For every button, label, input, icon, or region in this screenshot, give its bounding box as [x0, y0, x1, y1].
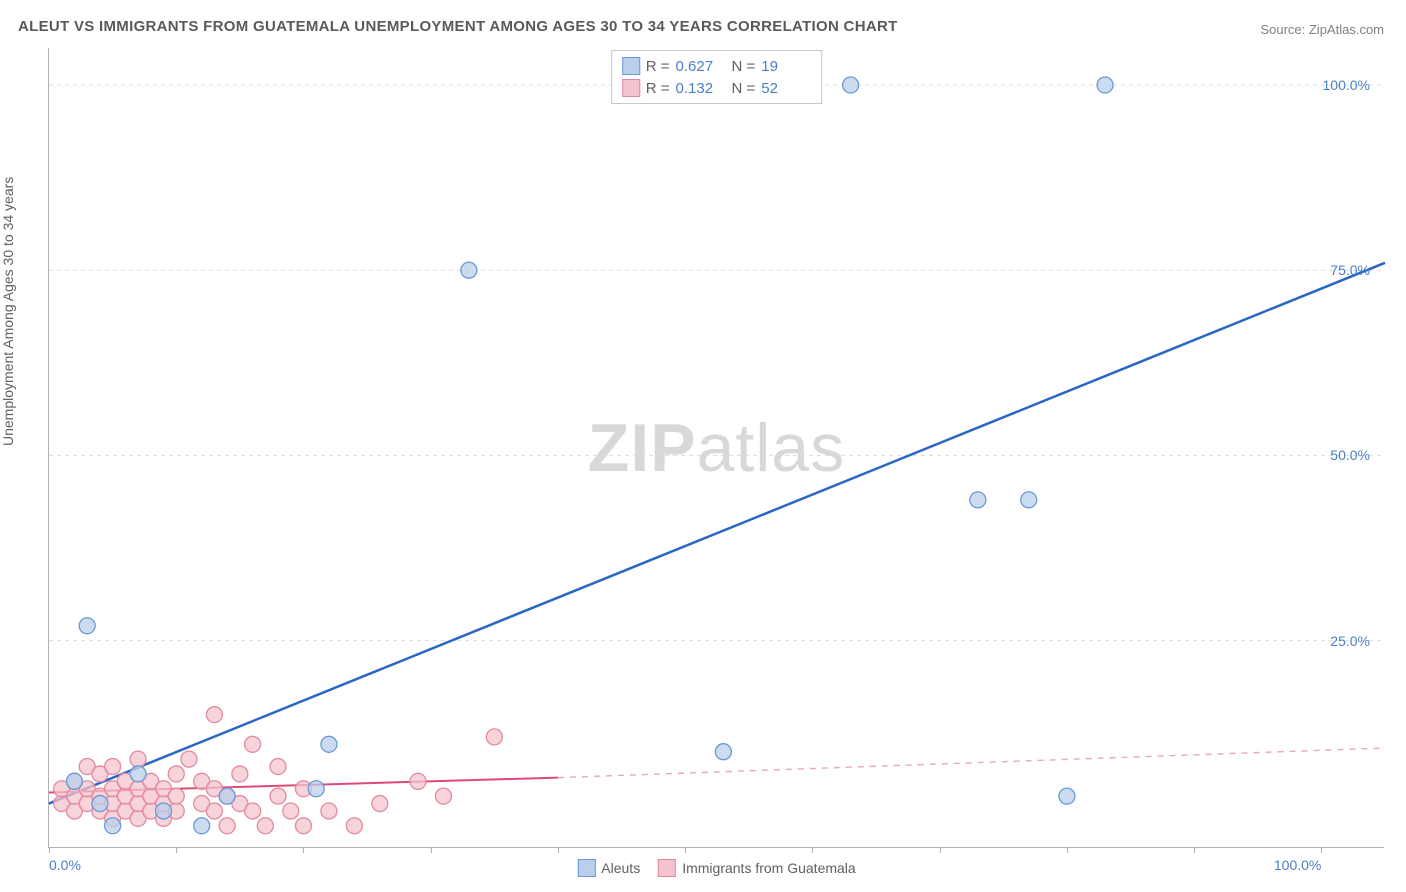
- stat-legend: R = 0.627 N = 19 R = 0.132 N = 52: [611, 50, 823, 104]
- chart-container: ALEUT VS IMMIGRANTS FROM GUATEMALA UNEMP…: [0, 0, 1406, 892]
- r-label: R =: [646, 58, 670, 75]
- stat-row-series1: R = 0.132 N = 52: [622, 77, 812, 99]
- n-label: N =: [732, 58, 756, 75]
- plot-svg: [49, 48, 1384, 847]
- y-axis-label: Unemployment Among Ages 30 to 34 years: [0, 177, 16, 446]
- plot-area: ZIPatlas R = 0.627 N = 19 R = 0.132 N = …: [48, 48, 1384, 848]
- r-value-series0: 0.627: [676, 58, 726, 75]
- legend-swatch-bottom-series1: [658, 859, 676, 877]
- r-value-series1: 0.132: [676, 80, 726, 97]
- legend-swatch-bottom-series0: [577, 859, 595, 877]
- legend-swatch-series0: [622, 57, 640, 75]
- x-tick-label: 0.0%: [49, 857, 81, 873]
- y-tick-label: 50.0%: [1330, 447, 1370, 463]
- legend-label-series1: Immigrants from Guatemala: [682, 860, 856, 876]
- x-tick-label: 100.0%: [1274, 857, 1321, 873]
- y-tick-label: 100.0%: [1323, 77, 1370, 93]
- chart-title: ALEUT VS IMMIGRANTS FROM GUATEMALA UNEMP…: [18, 18, 898, 35]
- legend-label-series0: Aleuts: [601, 860, 640, 876]
- n-value-series1: 52: [761, 80, 811, 97]
- legend-item-series0: Aleuts: [577, 859, 640, 877]
- n-label: N =: [732, 80, 756, 97]
- source-attribution: Source: ZipAtlas.com: [1260, 22, 1384, 37]
- n-value-series0: 19: [761, 58, 811, 75]
- stat-row-series0: R = 0.627 N = 19: [622, 55, 812, 77]
- legend-swatch-series1: [622, 79, 640, 97]
- y-tick-label: 75.0%: [1330, 262, 1370, 278]
- bottom-legend: Aleuts Immigrants from Guatemala: [577, 859, 855, 877]
- r-label: R =: [646, 80, 670, 97]
- y-tick-label: 25.0%: [1330, 633, 1370, 649]
- legend-item-series1: Immigrants from Guatemala: [658, 859, 856, 877]
